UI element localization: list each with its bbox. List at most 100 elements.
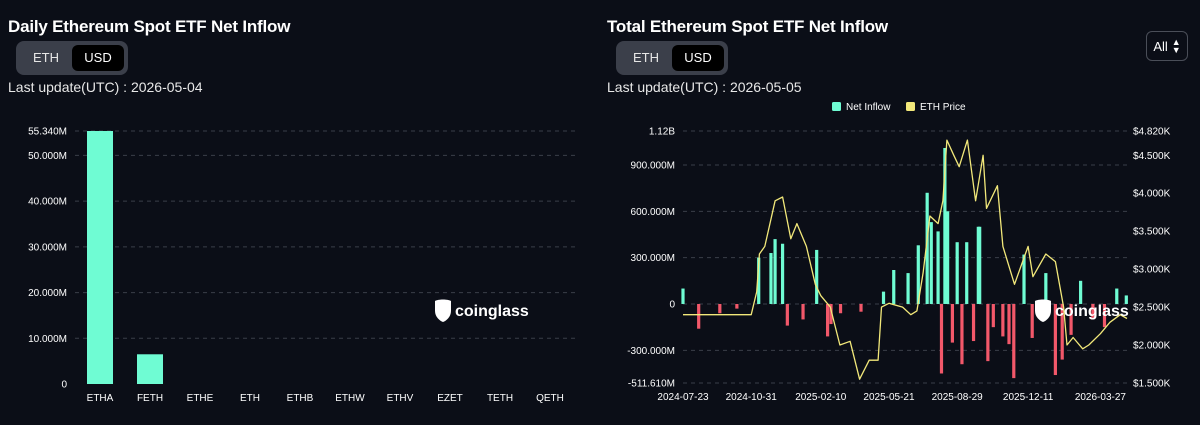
total-net-inflow-bar: [1060, 303, 1064, 360]
daily-y-tick-label: 10.000M: [28, 334, 67, 345]
daily-x-tick-label: ETHB: [287, 393, 314, 404]
total-net-inflow-bar: [1124, 295, 1128, 304]
total-net-inflow-bar: [1012, 303, 1016, 379]
total-net-inflow-bar: [936, 231, 940, 304]
coinglass-watermark: coinglass: [1035, 299, 1129, 322]
total-net-inflow-bar: [986, 303, 990, 362]
total-net-inflow-bar: [780, 243, 785, 304]
total-net-inflow-bar: [815, 249, 819, 304]
total-net-inflow-bar: [950, 303, 955, 343]
daily-unit-toggle: ETH USD: [16, 41, 128, 75]
total-net-inflow-bar: [1022, 254, 1026, 304]
total-net-inflow-bar: [925, 192, 929, 304]
total-net-inflow-bar: [1091, 303, 1095, 320]
total-net-inflow-bar: [955, 242, 959, 304]
total-x-tick-label: 2025-12-11: [1003, 392, 1054, 403]
total-x-tick-label: 2026-03-27: [1075, 392, 1127, 403]
total-y2-tick-label: $2.000K: [1133, 341, 1171, 352]
total-net-inflow-bar: [943, 147, 947, 304]
total-unit-eth-option[interactable]: ETH: [633, 50, 659, 65]
daily-last-update: Last update(UTC) : 2026-05-04: [8, 79, 203, 95]
total-net-inflow-bar: [1115, 288, 1119, 304]
total-net-inflow-bar: [1053, 303, 1057, 376]
total-net-inflow-bar: [1001, 303, 1005, 337]
total-y2-tick-label: $4.500K: [1133, 151, 1171, 162]
total-net-inflow-bar: [757, 257, 761, 304]
daily-y-tick-label: 30.000M: [28, 242, 67, 253]
total-y-tick-label: 900.000M: [631, 160, 675, 171]
daily-y-tick-label: 20.000M: [28, 288, 67, 299]
daily-x-tick-label: ETH: [240, 393, 260, 404]
total-net-inflow-bar: [735, 303, 739, 309]
total-net-inflow-bar: [978, 226, 982, 304]
range-select[interactable]: All ▲ ▼: [1146, 31, 1188, 61]
daily-y-tick-label: 50.000M: [28, 151, 67, 162]
coinglass-wordmark: coinglass: [455, 303, 529, 320]
legend-eth-price-swatch: [906, 102, 915, 111]
total-net-inflow-bar: [785, 303, 789, 326]
total-y-tick-label: 300.000M: [631, 253, 675, 264]
total-net-inflow-bar: [881, 291, 886, 304]
range-select-value: All: [1153, 38, 1168, 54]
total-eth-price-line: [683, 139, 1128, 380]
total-last-update: Last update(UTC) : 2026-05-05: [607, 79, 802, 95]
daily-x-tick-label: ETHE: [187, 393, 214, 404]
total-y-tick-label: 0: [669, 299, 675, 310]
daily-x-tick-label: FETH: [137, 393, 163, 404]
chevron-updown-icon: ▲ ▼: [1171, 37, 1181, 55]
total-net-inflow-bar: [697, 303, 701, 329]
total-net-inflow-bar: [769, 253, 773, 304]
total-net-inflow-bar: [965, 242, 969, 304]
coinglass-watermark: coinglass: [435, 299, 529, 322]
daily-inflow-bar: [87, 131, 113, 384]
total-net-inflow-bar: [892, 270, 896, 304]
daily-x-tick-label: ETHA: [87, 393, 114, 404]
total-x-tick-label: 2024-07-23: [657, 392, 709, 403]
daily-x-tick-label: TETH: [487, 393, 513, 404]
total-net-inflow-bar: [681, 288, 685, 304]
total-inflow-panel: Total Ethereum Spot ETF Net Inflow ETH U…: [600, 0, 1200, 425]
daily-x-tick-label: EZET: [437, 393, 463, 404]
total-net-inflow-bar: [1044, 273, 1048, 304]
coinglass-logo-icon: [1035, 299, 1051, 322]
total-net-inflow-bar: [906, 273, 910, 304]
total-y-tick-label: -511.610M: [628, 379, 675, 390]
total-y2-tick-label: $2.500K: [1133, 303, 1171, 314]
total-net-inflow-bar: [929, 222, 933, 304]
total-unit-toggle: ETH USD: [616, 41, 728, 75]
total-chart-title: Total Ethereum Spot ETF Net Inflow: [607, 17, 888, 36]
total-net-inflow-bar: [773, 239, 777, 304]
total-net-inflow-bar: [916, 245, 920, 304]
daily-y-tick-label: 55.340M: [28, 127, 67, 138]
daily-unit-eth-option[interactable]: ETH: [33, 50, 59, 65]
daily-inflow-panel: Daily Ethereum Spot ETF Net Inflow ETH U…: [0, 0, 590, 425]
legend-net-inflow-label: Net Inflow: [846, 102, 891, 113]
total-net-inflow-bar: [1030, 303, 1034, 338]
total-y2-tick-label: $1.500K: [1133, 379, 1171, 390]
daily-x-tick-label: QETH: [536, 393, 564, 404]
total-net-inflow-bar: [1007, 303, 1011, 345]
total-unit-usd-option[interactable]: USD: [672, 45, 724, 71]
total-net-inflow-bar: [801, 303, 805, 320]
total-x-tick-label: 2025-08-29: [932, 392, 984, 403]
total-x-tick-label: 2025-05-21: [863, 392, 915, 403]
total-net-inflow-bar: [971, 303, 976, 342]
total-net-inflow-bar: [718, 303, 722, 314]
total-y2-tick-label: $3.000K: [1133, 265, 1171, 276]
daily-unit-usd-option[interactable]: USD: [72, 45, 124, 71]
total-net-inflow-bar: [1069, 303, 1073, 335]
daily-x-tick-label: ETHW: [335, 393, 365, 404]
total-y-tick-label: -300.000M: [627, 346, 675, 357]
total-y2-tick-label: $4.820K: [1133, 127, 1171, 138]
total-y-tick-label: 600.000M: [631, 207, 675, 218]
total-x-tick-label: 2025-02-10: [795, 392, 847, 403]
daily-inflow-bar: [137, 354, 163, 384]
total-net-inflow-bar: [991, 303, 995, 328]
total-net-inflow-bar: [838, 303, 843, 314]
total-inflow-chart: -511.610M -300.000M 0 300.000M 600.000M 900.0…: [627, 102, 1171, 403]
total-y2-tick-label: $3.500K: [1133, 227, 1171, 238]
daily-y-tick-label: 40.000M: [28, 197, 67, 208]
daily-x-tick-label: ETHV: [387, 393, 414, 404]
daily-inflow-chart: 0 10.000M 20.000M 30.000M 40.000M 50.000M 55.3…: [28, 127, 575, 404]
legend-net-inflow-swatch: [832, 102, 841, 111]
